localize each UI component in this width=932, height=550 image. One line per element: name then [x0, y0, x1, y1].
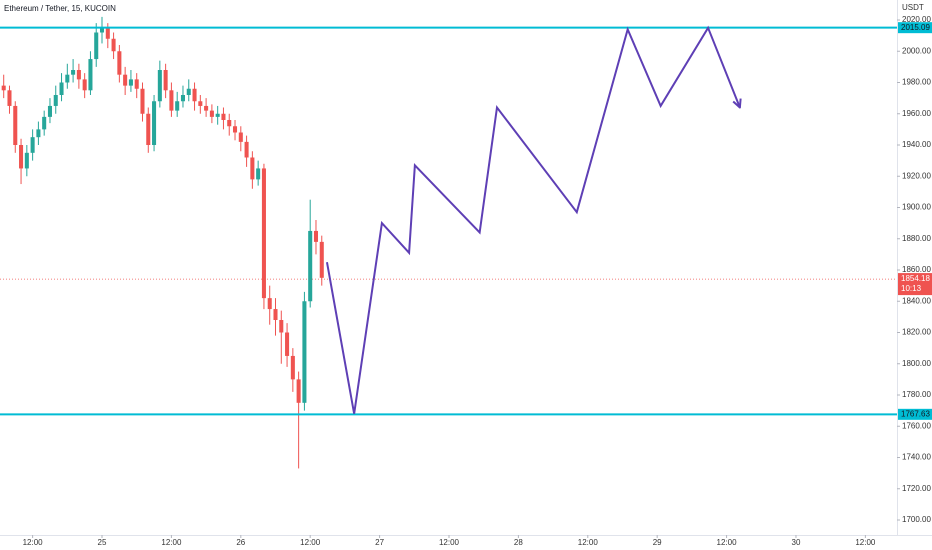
- x-tick-label: 12:00: [23, 538, 44, 547]
- y-tick-label: 1760.00: [902, 421, 931, 430]
- y-tick-label: 1940.00: [902, 140, 931, 149]
- candle-body: [186, 88, 191, 95]
- y-tick-label: 1840.00: [902, 296, 931, 305]
- candle-body: [267, 298, 272, 310]
- candle-body: [82, 79, 87, 91]
- candle-body: [192, 88, 197, 102]
- chart-title: Ethereum / Tether, 15, KUCOIN: [4, 4, 116, 13]
- x-tick-label: 30: [792, 538, 801, 547]
- candle-body: [88, 59, 93, 91]
- candle-body: [1, 85, 6, 91]
- candle-body: [152, 101, 157, 145]
- candle-body: [227, 120, 232, 127]
- candle-body: [290, 355, 295, 380]
- candle-body: [117, 51, 122, 75]
- current-price-box: [898, 273, 932, 296]
- candle-body: [238, 132, 243, 142]
- candle-body: [273, 309, 278, 320]
- candle-body: [250, 157, 255, 180]
- projection-line: [325, 25, 740, 414]
- candle-body: [99, 27, 105, 33]
- x-tick-label: 25: [98, 538, 107, 547]
- x-tick-label: 12:00: [717, 538, 738, 547]
- y-tick-label: 2020.00: [902, 15, 931, 24]
- candle-body: [279, 320, 284, 333]
- candle-body: [198, 101, 203, 106]
- candle-body: [59, 82, 64, 95]
- x-tick-label: 28: [514, 538, 523, 547]
- candle-body: [221, 113, 226, 120]
- level-label: 1767.63: [901, 409, 930, 418]
- candle-body: [36, 129, 41, 138]
- candle-body: [256, 168, 261, 180]
- candle-body: [169, 90, 174, 111]
- candle-body: [134, 79, 139, 89]
- candle-body: [261, 168, 266, 299]
- candle-body: [128, 79, 133, 86]
- candle-body: [285, 332, 290, 356]
- candle-body: [232, 126, 238, 133]
- candle-body: [163, 70, 168, 91]
- x-tick-label: 12:00: [300, 538, 321, 547]
- candle-body: [42, 116, 47, 130]
- y-tick-label: 1860.00: [902, 265, 931, 274]
- x-tick-label: 12:00: [855, 538, 876, 547]
- y-tick-label: 1740.00: [902, 453, 931, 462]
- candle-body: [146, 113, 151, 145]
- x-tick-label: 26: [236, 538, 245, 547]
- x-tick-label: 27: [375, 538, 384, 547]
- candle-body: [71, 70, 76, 75]
- y-tick-label: 1920.00: [902, 171, 931, 180]
- candle-body: [111, 38, 116, 52]
- level-label-box: [898, 22, 932, 34]
- candle-body: [209, 110, 214, 117]
- candle-body: [53, 95, 58, 106]
- y-axis-unit: USDT: [902, 3, 924, 12]
- y-tick-label: 1720.00: [902, 484, 931, 493]
- candle-body: [123, 74, 128, 86]
- y-tick-label: 1960.00: [902, 109, 931, 118]
- candle-body: [215, 113, 220, 117]
- candle-body: [302, 301, 307, 403]
- y-tick-label: 1900.00: [902, 203, 931, 212]
- y-tick-label: 1800.00: [902, 359, 931, 368]
- x-tick-label: 12:00: [439, 538, 460, 547]
- y-tick-label: 1820.00: [902, 328, 931, 337]
- x-tick-label: 29: [653, 538, 662, 547]
- level-label: 2015.09: [901, 23, 930, 32]
- candle-body: [94, 32, 99, 60]
- candle-body: [76, 70, 81, 80]
- candle-body: [204, 105, 209, 111]
- candle-body: [140, 88, 145, 114]
- y-tick-label: 1780.00: [902, 390, 931, 399]
- candle-body: [47, 105, 52, 117]
- candle-body: [13, 105, 18, 145]
- candle-body: [180, 95, 185, 102]
- candle-body: [157, 70, 162, 102]
- candle-body: [30, 137, 35, 153]
- candle-body: [313, 230, 319, 242]
- candle-body: [175, 101, 180, 111]
- candle-body: [105, 27, 110, 39]
- x-tick-label: 12:00: [161, 538, 182, 547]
- level-label-box: [898, 408, 932, 420]
- candle-body: [244, 141, 249, 158]
- y-tick-label: 1700.00: [902, 515, 931, 524]
- current-price-label: 1854.18: [901, 274, 930, 283]
- candle-body: [319, 241, 324, 278]
- candle-body: [308, 230, 313, 302]
- candle-body: [65, 74, 70, 83]
- candle-body: [24, 152, 29, 169]
- x-tick-label: 12:00: [578, 538, 599, 547]
- y-tick-label: 2000.00: [902, 46, 931, 55]
- countdown-label: 10:13: [901, 284, 922, 293]
- y-tick-label: 1880.00: [902, 234, 931, 243]
- candle-body: [296, 379, 301, 403]
- y-tick-label: 1980.00: [902, 78, 931, 87]
- candle-body: [7, 90, 12, 106]
- candle-body: [19, 145, 24, 169]
